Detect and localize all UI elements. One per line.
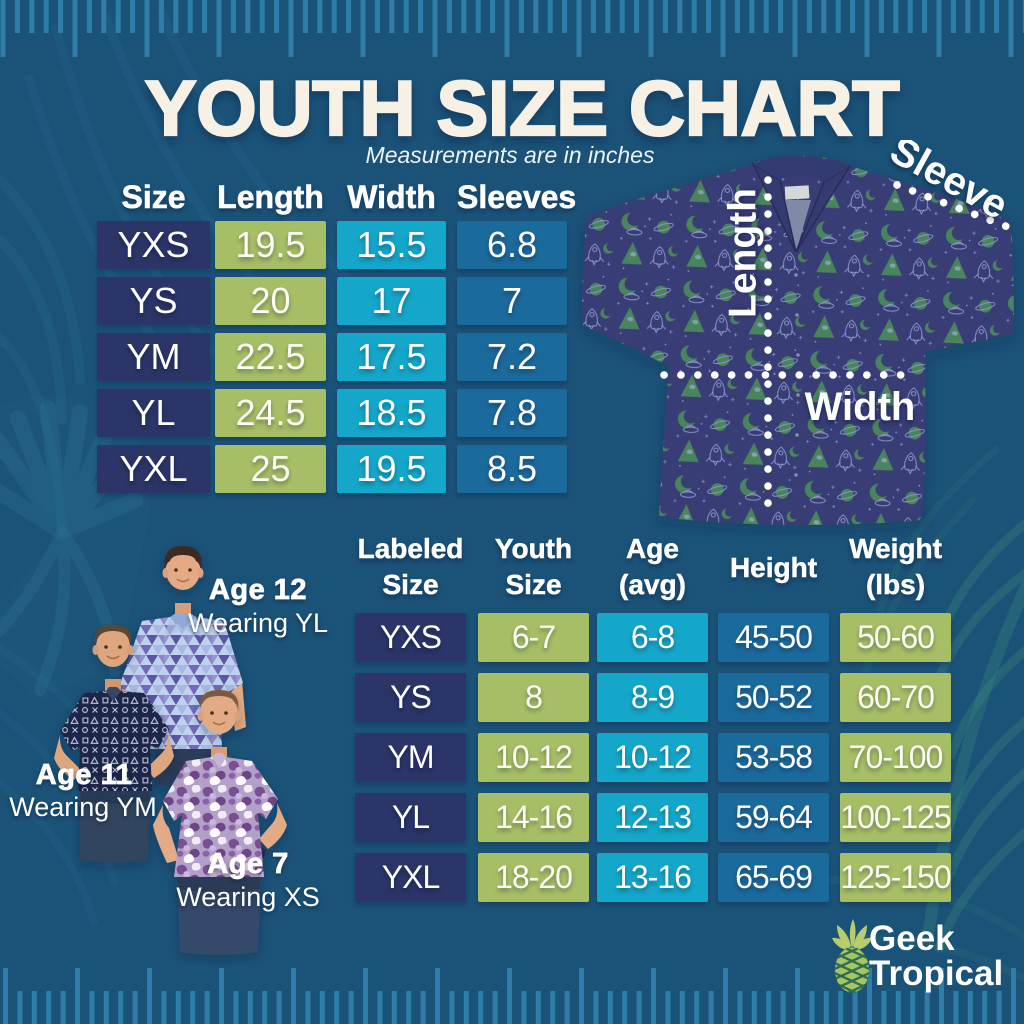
svg-text:Geek: Geek xyxy=(869,919,955,958)
svg-text:Width: Width xyxy=(805,385,916,429)
svg-text:Length: Length xyxy=(722,188,765,318)
svg-text:Tropical: Tropical xyxy=(869,954,1003,993)
